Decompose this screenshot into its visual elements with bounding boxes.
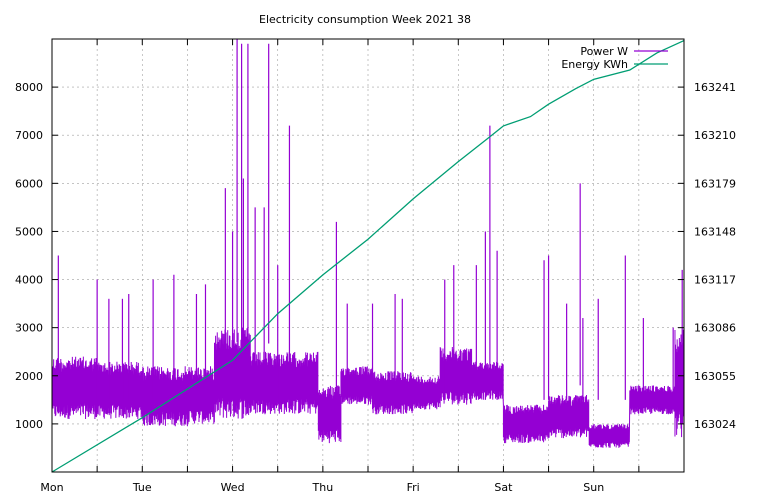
y-right-tick-label: 163148 — [694, 225, 736, 238]
legend-label: Power W — [580, 45, 628, 58]
y-left-tick-label: 3000 — [15, 322, 43, 335]
x-tick-label: Mon — [40, 481, 63, 494]
y-left-tick-label: 7000 — [15, 129, 43, 142]
y-right-tick-label: 163055 — [694, 370, 736, 383]
y-left-tick-label: 8000 — [15, 81, 43, 94]
y-left-tick-label: 2000 — [15, 370, 43, 383]
x-tick-label: Sun — [583, 481, 604, 494]
axes: Mon Tue Wed Thu Fri Sat Sun 1000 2000 3000 4000 500… — [15, 39, 736, 494]
y-left-tick-label: 1000 — [15, 418, 43, 431]
series-power-w — [51, 327, 685, 448]
y-right-tick-label: 163179 — [694, 177, 736, 190]
series-layer — [51, 39, 685, 473]
legend-label: Energy KWh — [561, 58, 628, 71]
y-right-tick-label: 163086 — [694, 322, 736, 335]
x-tick-label: Tue — [132, 481, 152, 494]
series-energy-kwh — [51, 39, 685, 473]
y-right-tick-label: 163117 — [694, 274, 736, 287]
y-left-tick-label: 5000 — [15, 225, 43, 238]
y-left-tick-label: 4000 — [15, 274, 43, 287]
x-tick-label: Thu — [312, 481, 334, 494]
x-tick-label: Sat — [494, 481, 513, 494]
y-right-tick-label: 163210 — [694, 129, 736, 142]
x-tick-label: Fri — [407, 481, 420, 494]
y-right-tick-label: 163241 — [694, 81, 736, 94]
x-tick-label: Wed — [221, 481, 245, 494]
y-right-tick-label: 163024 — [694, 418, 736, 431]
chart-title: Electricity consumption Week 2021 38 — [259, 13, 471, 26]
y-left-tick-label: 6000 — [15, 177, 43, 190]
